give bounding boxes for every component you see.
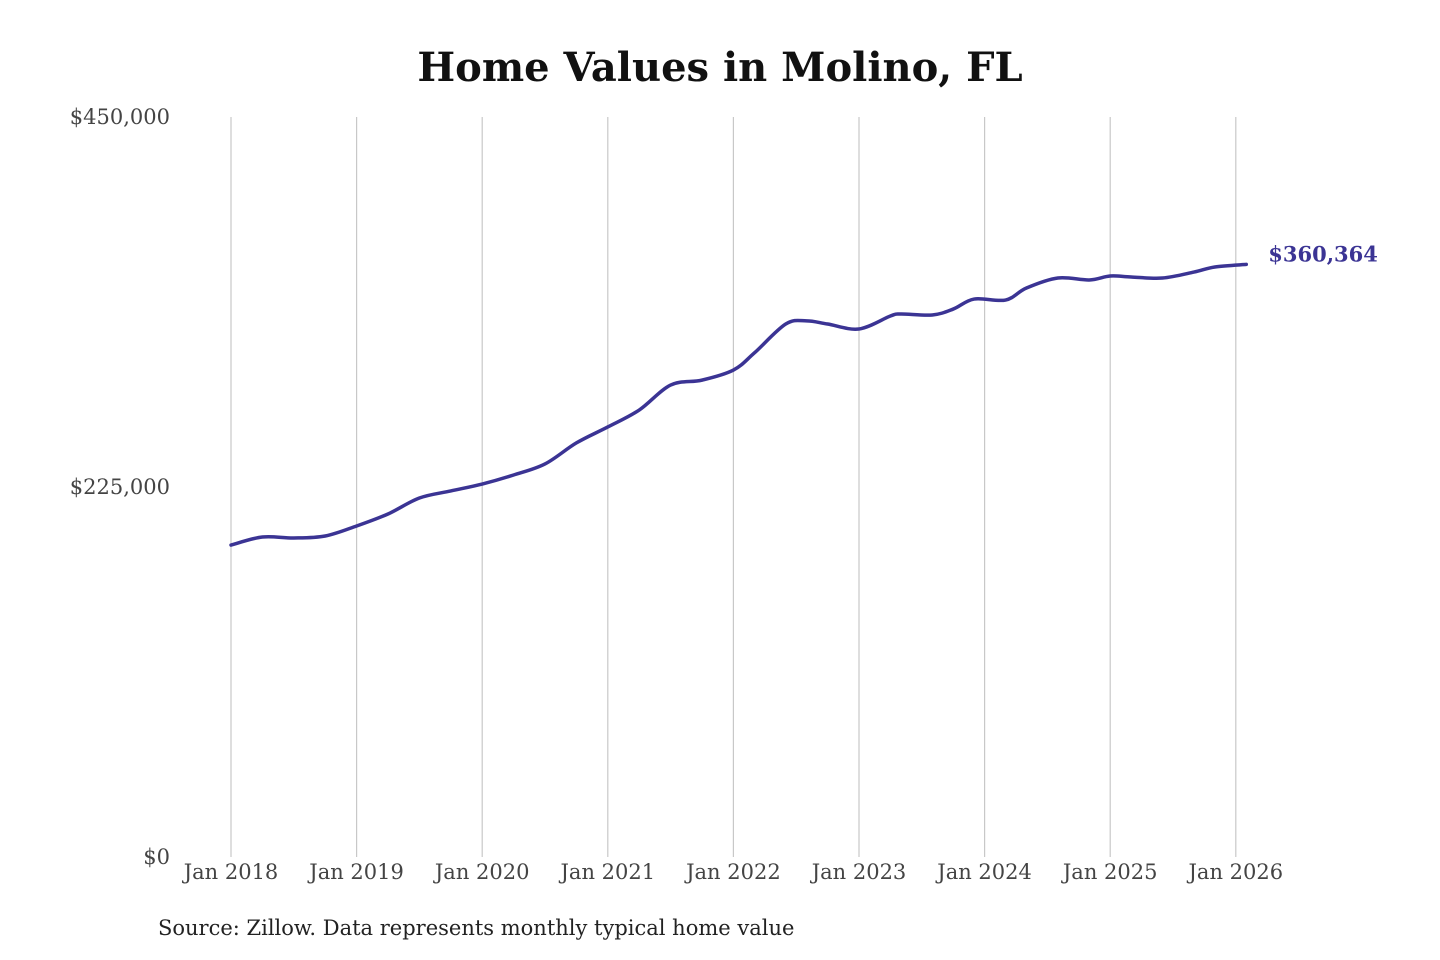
x-tick-label: Jan 2021 bbox=[559, 860, 656, 884]
x-tick-label: Jan 2022 bbox=[684, 860, 781, 884]
y-tick-label: $450,000 bbox=[70, 105, 170, 129]
y-tick-label: $225,000 bbox=[70, 475, 170, 499]
x-tick-label: Jan 2018 bbox=[182, 860, 279, 884]
y-tick-label: $0 bbox=[143, 845, 170, 869]
x-tick-label: Jan 2023 bbox=[810, 860, 907, 884]
x-tick-label: Jan 2025 bbox=[1061, 860, 1158, 884]
x-tick-label: Jan 2026 bbox=[1187, 860, 1284, 884]
y-axis-ticks: $0 $225,000 $450,000 bbox=[70, 105, 170, 869]
x-tick-label: Jan 2020 bbox=[433, 860, 530, 884]
end-value-label: $360,364 bbox=[1268, 241, 1378, 266]
chart-title: Home Values in Molino, FL bbox=[417, 44, 1023, 91]
x-tick-label: Jan 2019 bbox=[307, 860, 404, 884]
x-axis-ticks: Jan 2018 Jan 2019 Jan 2020 Jan 2021 Jan 2022… bbox=[182, 860, 1283, 884]
x-tick-label: Jan 2024 bbox=[935, 860, 1032, 884]
series-line bbox=[229, 262, 1249, 547]
gridlines bbox=[230, 117, 1237, 857]
source-note: Source: Zillow. Data represents monthly … bbox=[158, 916, 795, 940]
